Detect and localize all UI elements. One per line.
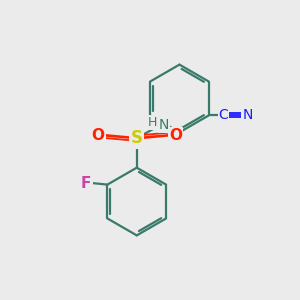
Text: C: C	[219, 108, 228, 122]
Text: N: N	[242, 108, 253, 122]
Text: F: F	[81, 176, 92, 190]
Text: N: N	[159, 118, 169, 132]
Text: O: O	[169, 128, 182, 143]
Text: H: H	[147, 116, 157, 129]
Text: S: S	[131, 129, 143, 147]
Text: O: O	[92, 128, 104, 143]
